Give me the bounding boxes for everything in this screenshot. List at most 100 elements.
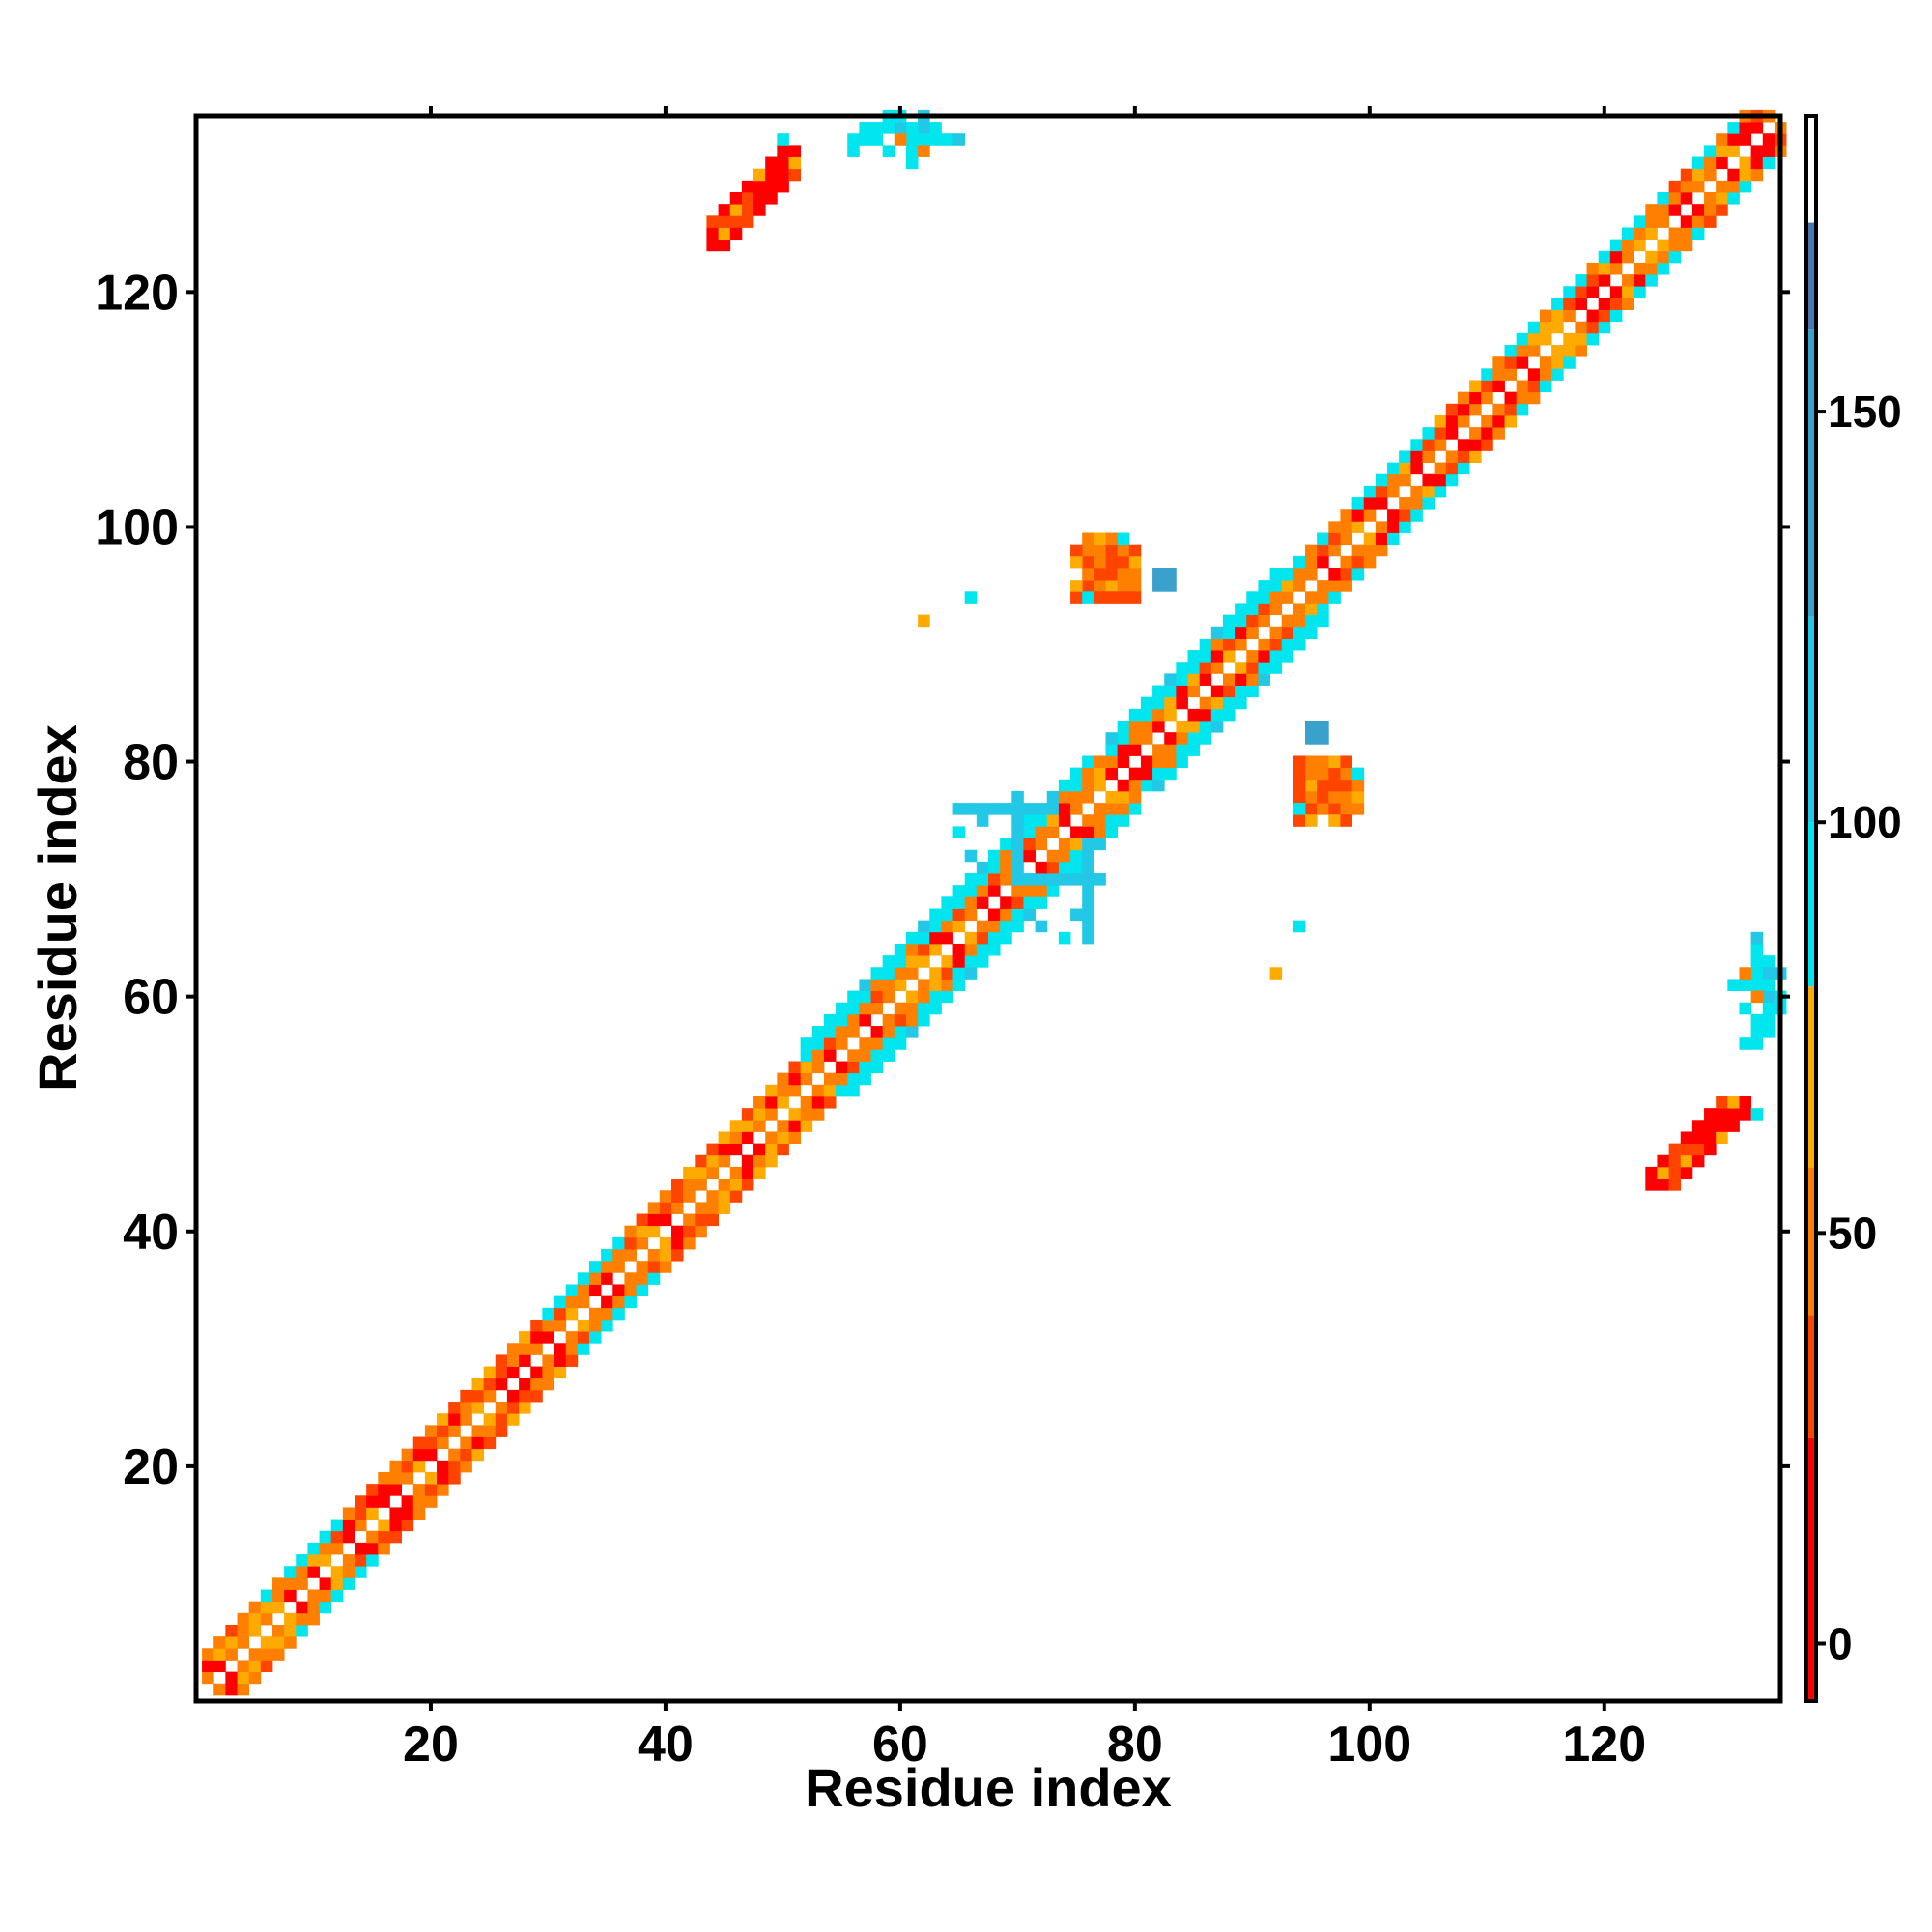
heatmap-cell	[988, 885, 1001, 897]
heatmap-cell	[1516, 332, 1529, 346]
heatmap-cell	[1035, 803, 1048, 815]
heatmap-cell	[1469, 403, 1482, 416]
heatmap-cell	[1235, 603, 1247, 616]
heatmap-cell	[741, 204, 754, 216]
heatmap-cell	[1399, 462, 1411, 475]
heatmap-cell	[988, 849, 1001, 863]
heatmap-cell	[601, 1295, 613, 1309]
heatmap-cell	[1351, 521, 1365, 533]
colorbar-tick-label: 50	[1828, 1208, 1877, 1258]
heatmap-cell	[683, 1236, 696, 1250]
heatmap-cell	[424, 1425, 438, 1437]
heatmap-cell	[237, 1624, 250, 1637]
heatmap-cell	[1434, 427, 1447, 440]
heatmap-cell	[1445, 462, 1459, 475]
heatmap-cell	[248, 1648, 262, 1661]
heatmap-cell	[741, 1108, 754, 1121]
heatmap-cell	[1340, 580, 1352, 592]
heatmap-cell	[823, 1072, 837, 1086]
heatmap-cell	[1363, 544, 1377, 557]
heatmap-cell	[588, 1331, 602, 1344]
heatmap-cell	[1445, 414, 1459, 428]
heatmap-cell	[659, 1249, 672, 1262]
heatmap-cell	[1575, 298, 1587, 310]
heatmap-cell	[1046, 814, 1060, 827]
y-tick-label: 120	[95, 265, 179, 321]
heatmap-cell	[1023, 826, 1036, 838]
heatmap-cell	[1422, 427, 1435, 440]
heatmap-cell	[882, 979, 895, 991]
heatmap-cell	[706, 1213, 719, 1227]
heatmap-cell	[1762, 990, 1776, 1004]
heatmap-cell	[870, 990, 884, 1004]
heatmap-cell	[952, 826, 966, 838]
heatmap-cell	[1199, 650, 1212, 663]
heatmap-cell	[1704, 1108, 1717, 1121]
heatmap-cell	[1281, 638, 1294, 651]
heatmap-cell	[519, 1354, 531, 1367]
heatmap-cell	[1105, 767, 1119, 781]
heatmap-cell	[1094, 803, 1106, 815]
heatmap-cell	[612, 1249, 625, 1262]
heatmap-cell	[519, 1389, 531, 1403]
heatmap-cell	[601, 1307, 613, 1321]
heatmap-cell	[636, 1272, 649, 1285]
heatmap-cell	[1609, 250, 1623, 264]
heatmap-cell	[554, 1354, 567, 1367]
heatmap-cell	[929, 122, 942, 134]
heatmap-cell	[1422, 450, 1435, 463]
heatmap-cell	[1317, 767, 1329, 781]
heatmap-cell	[847, 1013, 860, 1027]
heatmap-cell	[1235, 638, 1247, 651]
heatmap-cell	[1140, 755, 1153, 769]
heatmap-cell	[671, 1225, 684, 1238]
heatmap-cell	[1457, 414, 1470, 428]
heatmap-cell	[894, 1026, 907, 1038]
heatmap-cell	[1128, 591, 1142, 604]
heatmap-cell	[1363, 555, 1377, 569]
heatmap-cell	[1375, 532, 1388, 546]
heatmap-cell	[1293, 790, 1306, 804]
colorbar-tick-label: 100	[1828, 797, 1902, 847]
heatmap-cell	[1094, 826, 1106, 838]
heatmap-cell	[1293, 626, 1306, 639]
heatmap-cell	[918, 920, 930, 933]
heatmap-cell	[1082, 767, 1094, 781]
heatmap-cell	[1128, 708, 1142, 722]
heatmap-cell	[1269, 638, 1283, 651]
heatmap-cell	[471, 1389, 485, 1403]
heatmap-cell	[894, 1002, 907, 1015]
heatmap-cell	[471, 1378, 485, 1391]
heatmap-cell	[460, 1460, 472, 1473]
heatmap-cell	[1082, 896, 1094, 909]
heatmap-cell	[554, 1319, 567, 1332]
heatmap-cell	[788, 156, 802, 170]
heatmap-cell	[1317, 580, 1329, 592]
heatmap-cell	[765, 192, 778, 205]
heatmap-cell	[412, 1495, 426, 1508]
heatmap-cell	[836, 1072, 848, 1086]
heatmap-cell	[1117, 755, 1130, 769]
heatmap-cell	[1387, 509, 1400, 522]
heatmap-cell	[424, 1495, 438, 1508]
heatmap-cell	[718, 1131, 731, 1145]
y-tick-label: 40	[123, 1205, 179, 1261]
heatmap-cell	[1070, 826, 1083, 838]
heatmap-cell	[847, 1084, 860, 1097]
heatmap-cell	[800, 1095, 813, 1109]
heatmap-cell	[225, 1624, 238, 1637]
heatmap-cell	[225, 1648, 238, 1661]
heatmap-cell	[1011, 861, 1024, 874]
heatmap-cell	[1492, 356, 1505, 369]
heatmap-cell	[471, 1436, 485, 1450]
heatmap-cell	[1152, 755, 1165, 769]
heatmap-cell	[753, 204, 766, 216]
heatmap-cell	[1105, 567, 1119, 581]
heatmap-cell	[1210, 638, 1224, 651]
heatmap-cell	[1082, 580, 1094, 592]
heatmap-cell	[1070, 555, 1083, 569]
heatmap-cell	[1551, 368, 1564, 381]
heatmap-cell	[460, 1389, 472, 1403]
heatmap-cell	[905, 990, 919, 1004]
heatmap-cell	[1539, 356, 1552, 369]
